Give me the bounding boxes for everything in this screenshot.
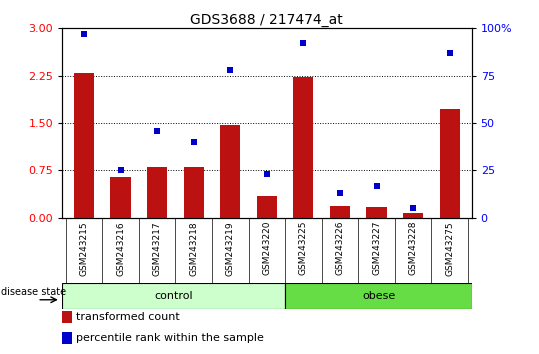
Bar xyxy=(257,196,277,218)
Text: GSM243275: GSM243275 xyxy=(445,221,454,276)
Text: transformed count: transformed count xyxy=(77,312,180,322)
Bar xyxy=(74,73,94,218)
Bar xyxy=(62,332,72,343)
Bar xyxy=(367,207,386,218)
Bar xyxy=(293,77,314,218)
Point xyxy=(153,128,161,133)
Bar xyxy=(62,312,72,323)
Text: GSM243220: GSM243220 xyxy=(262,221,271,275)
Bar xyxy=(110,177,130,218)
Point xyxy=(226,67,234,73)
Bar xyxy=(184,167,204,218)
Bar xyxy=(440,109,460,218)
Point xyxy=(116,167,125,173)
Title: GDS3688 / 217474_at: GDS3688 / 217474_at xyxy=(190,13,343,27)
Text: control: control xyxy=(154,291,193,301)
Text: disease state: disease state xyxy=(1,287,66,297)
Text: percentile rank within the sample: percentile rank within the sample xyxy=(77,332,264,343)
Point xyxy=(262,171,271,177)
Text: obese: obese xyxy=(362,291,395,301)
Text: GSM243217: GSM243217 xyxy=(153,221,162,276)
Bar xyxy=(220,125,240,218)
Bar xyxy=(147,167,167,218)
Bar xyxy=(403,213,423,218)
Point xyxy=(445,50,454,56)
Text: GSM243225: GSM243225 xyxy=(299,221,308,275)
Point xyxy=(80,31,88,37)
Text: GSM243219: GSM243219 xyxy=(226,221,234,276)
Point xyxy=(299,41,308,46)
Bar xyxy=(286,283,472,309)
Text: GSM243228: GSM243228 xyxy=(409,221,418,275)
Text: GSM243218: GSM243218 xyxy=(189,221,198,276)
Point xyxy=(409,205,417,211)
Point xyxy=(189,139,198,145)
Point xyxy=(336,190,344,196)
Text: GSM243227: GSM243227 xyxy=(372,221,381,275)
Point xyxy=(372,183,381,188)
Text: GSM243215: GSM243215 xyxy=(79,221,88,276)
Bar xyxy=(62,283,286,309)
Text: GSM243226: GSM243226 xyxy=(335,221,344,275)
Text: GSM243216: GSM243216 xyxy=(116,221,125,276)
Bar xyxy=(330,206,350,218)
